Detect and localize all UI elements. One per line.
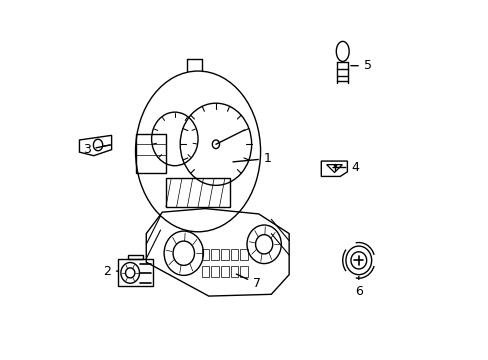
Bar xyxy=(135,134,165,173)
Bar xyxy=(240,266,247,277)
Bar xyxy=(118,259,152,286)
Bar xyxy=(230,266,238,277)
Bar xyxy=(211,266,219,277)
Bar xyxy=(211,249,219,260)
Text: 6: 6 xyxy=(354,276,362,298)
Text: 1: 1 xyxy=(232,152,271,165)
Bar xyxy=(128,255,142,259)
Bar xyxy=(240,249,247,260)
Bar xyxy=(221,266,228,277)
Text: 7: 7 xyxy=(236,274,261,290)
Bar xyxy=(201,249,209,260)
Text: 5: 5 xyxy=(350,59,371,72)
Text: 2: 2 xyxy=(103,265,118,278)
Text: 3: 3 xyxy=(82,143,111,156)
Bar xyxy=(230,249,238,260)
Bar xyxy=(201,266,209,277)
Bar xyxy=(221,249,228,260)
Text: 4: 4 xyxy=(332,161,359,174)
Bar xyxy=(165,178,230,207)
